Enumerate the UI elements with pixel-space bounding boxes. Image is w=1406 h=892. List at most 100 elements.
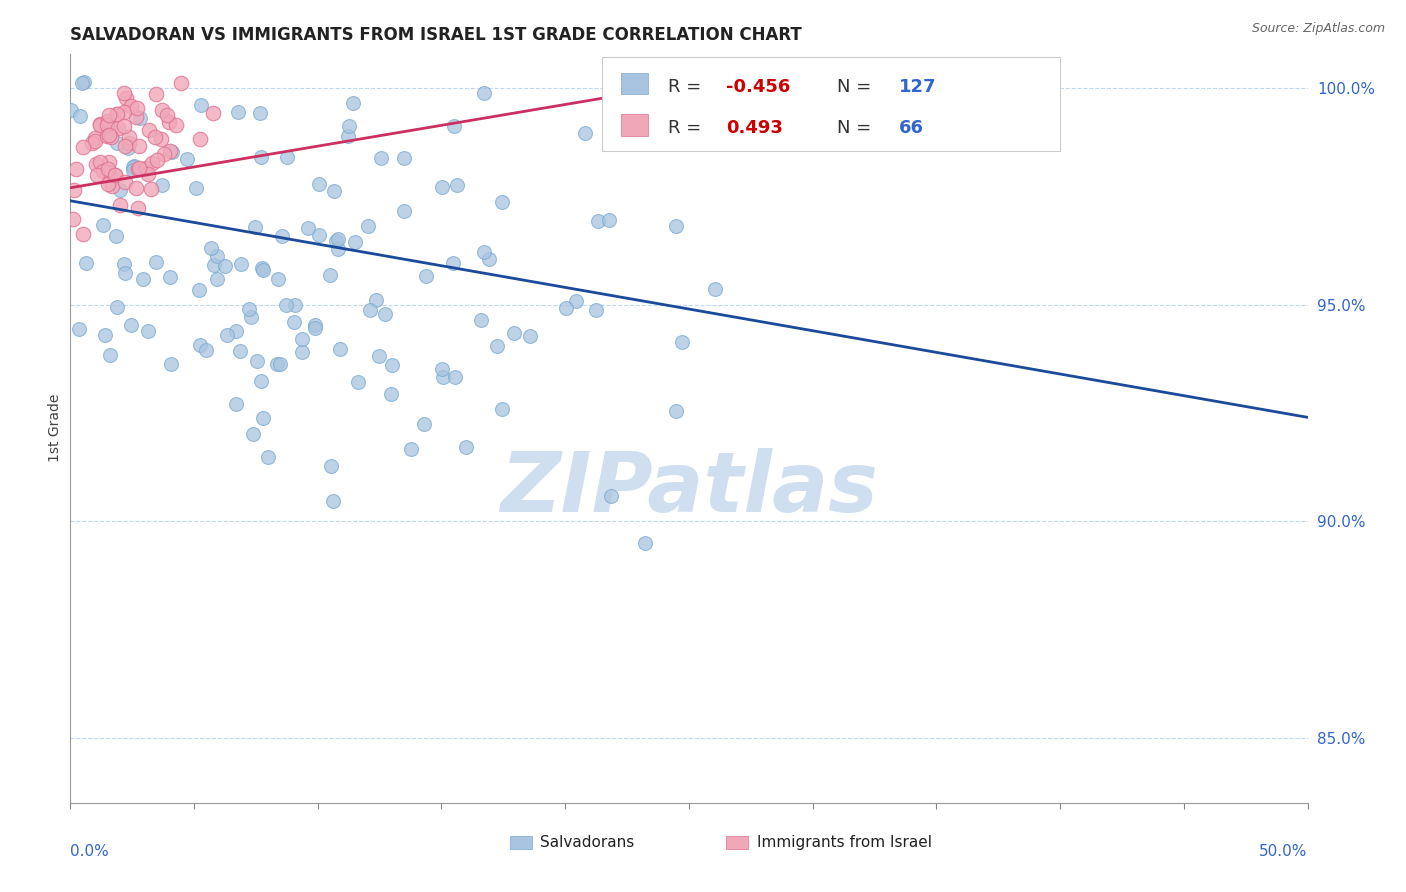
Point	[150, 178, 173, 192]
Point	[246, 353, 269, 368]
Point	[381, 358, 404, 372]
Point	[105, 136, 128, 150]
Point	[337, 119, 360, 133]
Point	[139, 182, 162, 196]
Point	[100, 179, 122, 194]
Point	[443, 119, 465, 133]
Point	[347, 375, 370, 389]
Point	[62, 211, 84, 226]
Point	[441, 256, 464, 270]
Point	[108, 198, 131, 212]
Point	[266, 357, 288, 371]
Point	[73, 75, 96, 89]
Point	[104, 168, 127, 182]
Text: R =: R =	[668, 120, 713, 137]
Point	[194, 343, 217, 358]
Point	[125, 181, 148, 195]
Point	[91, 218, 114, 232]
Point	[665, 219, 688, 233]
Point	[145, 130, 167, 145]
Point	[599, 489, 621, 503]
Point	[446, 178, 468, 192]
Point	[565, 293, 588, 308]
Point	[98, 108, 121, 122]
Point	[145, 255, 167, 269]
Point	[276, 150, 298, 164]
Point	[250, 260, 273, 275]
Point	[129, 112, 152, 126]
Point	[242, 426, 264, 441]
Point	[159, 269, 181, 284]
Text: SALVADORAN VS IMMIGRANTS FROM ISRAEL 1ST GRADE CORRELATION CHART: SALVADORAN VS IMMIGRANTS FROM ISRAEL 1ST…	[70, 26, 801, 44]
Text: 0.0%: 0.0%	[70, 844, 110, 859]
Point	[357, 219, 380, 234]
Point	[104, 168, 127, 182]
Point	[96, 129, 118, 144]
Point	[188, 284, 211, 298]
Point	[325, 234, 347, 248]
Point	[150, 103, 173, 118]
Point	[491, 402, 513, 417]
Point	[63, 183, 86, 197]
FancyBboxPatch shape	[725, 836, 748, 849]
Text: 50.0%: 50.0%	[1260, 844, 1308, 859]
Point	[283, 315, 305, 329]
Point	[200, 241, 222, 255]
Point	[84, 131, 107, 145]
Point	[266, 272, 288, 286]
Point	[100, 129, 122, 144]
Point	[107, 300, 129, 314]
Text: 0.493: 0.493	[725, 120, 783, 137]
Point	[205, 272, 228, 286]
Point	[117, 141, 139, 155]
Point	[184, 181, 207, 195]
Point	[231, 257, 253, 271]
Point	[114, 91, 136, 105]
Point	[478, 252, 501, 267]
Point	[430, 180, 453, 194]
Text: Immigrants from Israel: Immigrants from Israel	[756, 835, 932, 850]
Point	[145, 87, 167, 102]
Point	[319, 268, 342, 283]
Text: N =: N =	[838, 78, 877, 95]
Point	[226, 104, 249, 119]
Point	[474, 245, 496, 260]
Point	[156, 108, 179, 122]
Point	[359, 303, 381, 318]
Point	[141, 155, 163, 169]
Point	[190, 98, 212, 112]
Text: R =: R =	[668, 78, 707, 95]
Point	[271, 228, 294, 243]
Point	[491, 195, 513, 210]
Point	[322, 184, 344, 198]
Point	[665, 404, 688, 418]
Point	[131, 272, 153, 286]
Text: 66: 66	[900, 120, 924, 137]
Point	[136, 324, 159, 338]
Point	[114, 138, 136, 153]
Point	[704, 282, 727, 296]
Point	[554, 301, 576, 316]
Point	[80, 136, 103, 151]
Point	[401, 442, 423, 457]
Point	[97, 177, 120, 191]
Point	[96, 118, 118, 132]
Point	[159, 144, 181, 158]
Point	[415, 269, 437, 284]
Point	[112, 119, 135, 133]
Point	[443, 369, 465, 384]
Point	[214, 260, 236, 274]
Point	[107, 120, 129, 135]
Point	[291, 332, 314, 346]
Point	[319, 458, 342, 473]
Point	[112, 257, 135, 271]
Point	[145, 153, 167, 167]
Point	[225, 397, 247, 411]
Point	[72, 227, 94, 242]
Point	[128, 161, 150, 175]
Point	[413, 417, 436, 431]
Point	[118, 136, 141, 151]
Point	[519, 329, 541, 343]
Point	[454, 440, 477, 454]
Point	[70, 77, 93, 91]
